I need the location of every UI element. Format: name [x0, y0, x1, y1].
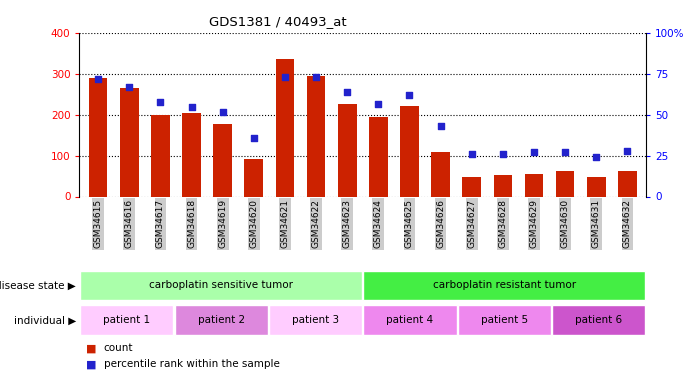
Bar — [493, 175, 512, 196]
Point — [93, 76, 104, 82]
Text: patient 5: patient 5 — [481, 315, 528, 325]
Bar — [120, 88, 139, 196]
Text: patient 1: patient 1 — [103, 315, 150, 325]
Bar — [338, 104, 357, 196]
Bar — [175, 306, 267, 335]
Bar — [214, 124, 232, 196]
Point — [279, 74, 290, 80]
Point — [373, 100, 384, 106]
Point — [248, 135, 259, 141]
Text: patient 4: patient 4 — [386, 315, 433, 325]
Text: individual ▶: individual ▶ — [14, 315, 76, 326]
Bar — [369, 117, 388, 196]
Point — [466, 151, 477, 157]
Point — [560, 150, 571, 156]
Bar — [552, 306, 645, 335]
Text: ■: ■ — [86, 343, 97, 353]
Bar — [182, 113, 201, 196]
Text: percentile rank within the sample: percentile rank within the sample — [104, 359, 280, 369]
Bar — [269, 306, 362, 335]
Bar — [89, 78, 108, 197]
Bar — [556, 171, 574, 196]
Text: patient 2: patient 2 — [198, 315, 245, 325]
Bar — [80, 306, 173, 335]
Bar — [363, 271, 645, 300]
Text: GDS1381 / 40493_at: GDS1381 / 40493_at — [209, 15, 347, 28]
Point — [217, 109, 228, 115]
Bar — [462, 177, 481, 197]
Bar — [307, 76, 325, 196]
Bar — [431, 152, 450, 196]
Bar — [400, 106, 419, 196]
Text: count: count — [104, 343, 133, 353]
Point — [622, 148, 633, 154]
Bar — [151, 115, 170, 196]
Bar — [524, 174, 543, 196]
Bar — [587, 177, 605, 197]
Point — [155, 99, 166, 105]
Point — [310, 74, 321, 80]
Bar — [618, 171, 636, 196]
Bar — [245, 159, 263, 196]
Bar — [458, 306, 551, 335]
Text: ■: ■ — [86, 359, 97, 369]
Text: disease state ▶: disease state ▶ — [0, 280, 76, 291]
Point — [591, 154, 602, 160]
Point — [341, 89, 352, 95]
Text: carboplatin resistant tumor: carboplatin resistant tumor — [433, 280, 576, 290]
Bar — [80, 271, 362, 300]
Text: carboplatin sensitive tumor: carboplatin sensitive tumor — [149, 280, 293, 290]
Point — [529, 150, 540, 156]
Text: patient 3: patient 3 — [292, 315, 339, 325]
Point — [124, 84, 135, 90]
Point — [435, 123, 446, 129]
Point — [404, 92, 415, 98]
Text: patient 6: patient 6 — [576, 315, 623, 325]
Point — [186, 104, 197, 110]
Bar — [276, 58, 294, 196]
Point — [498, 151, 509, 157]
Bar — [363, 306, 457, 335]
